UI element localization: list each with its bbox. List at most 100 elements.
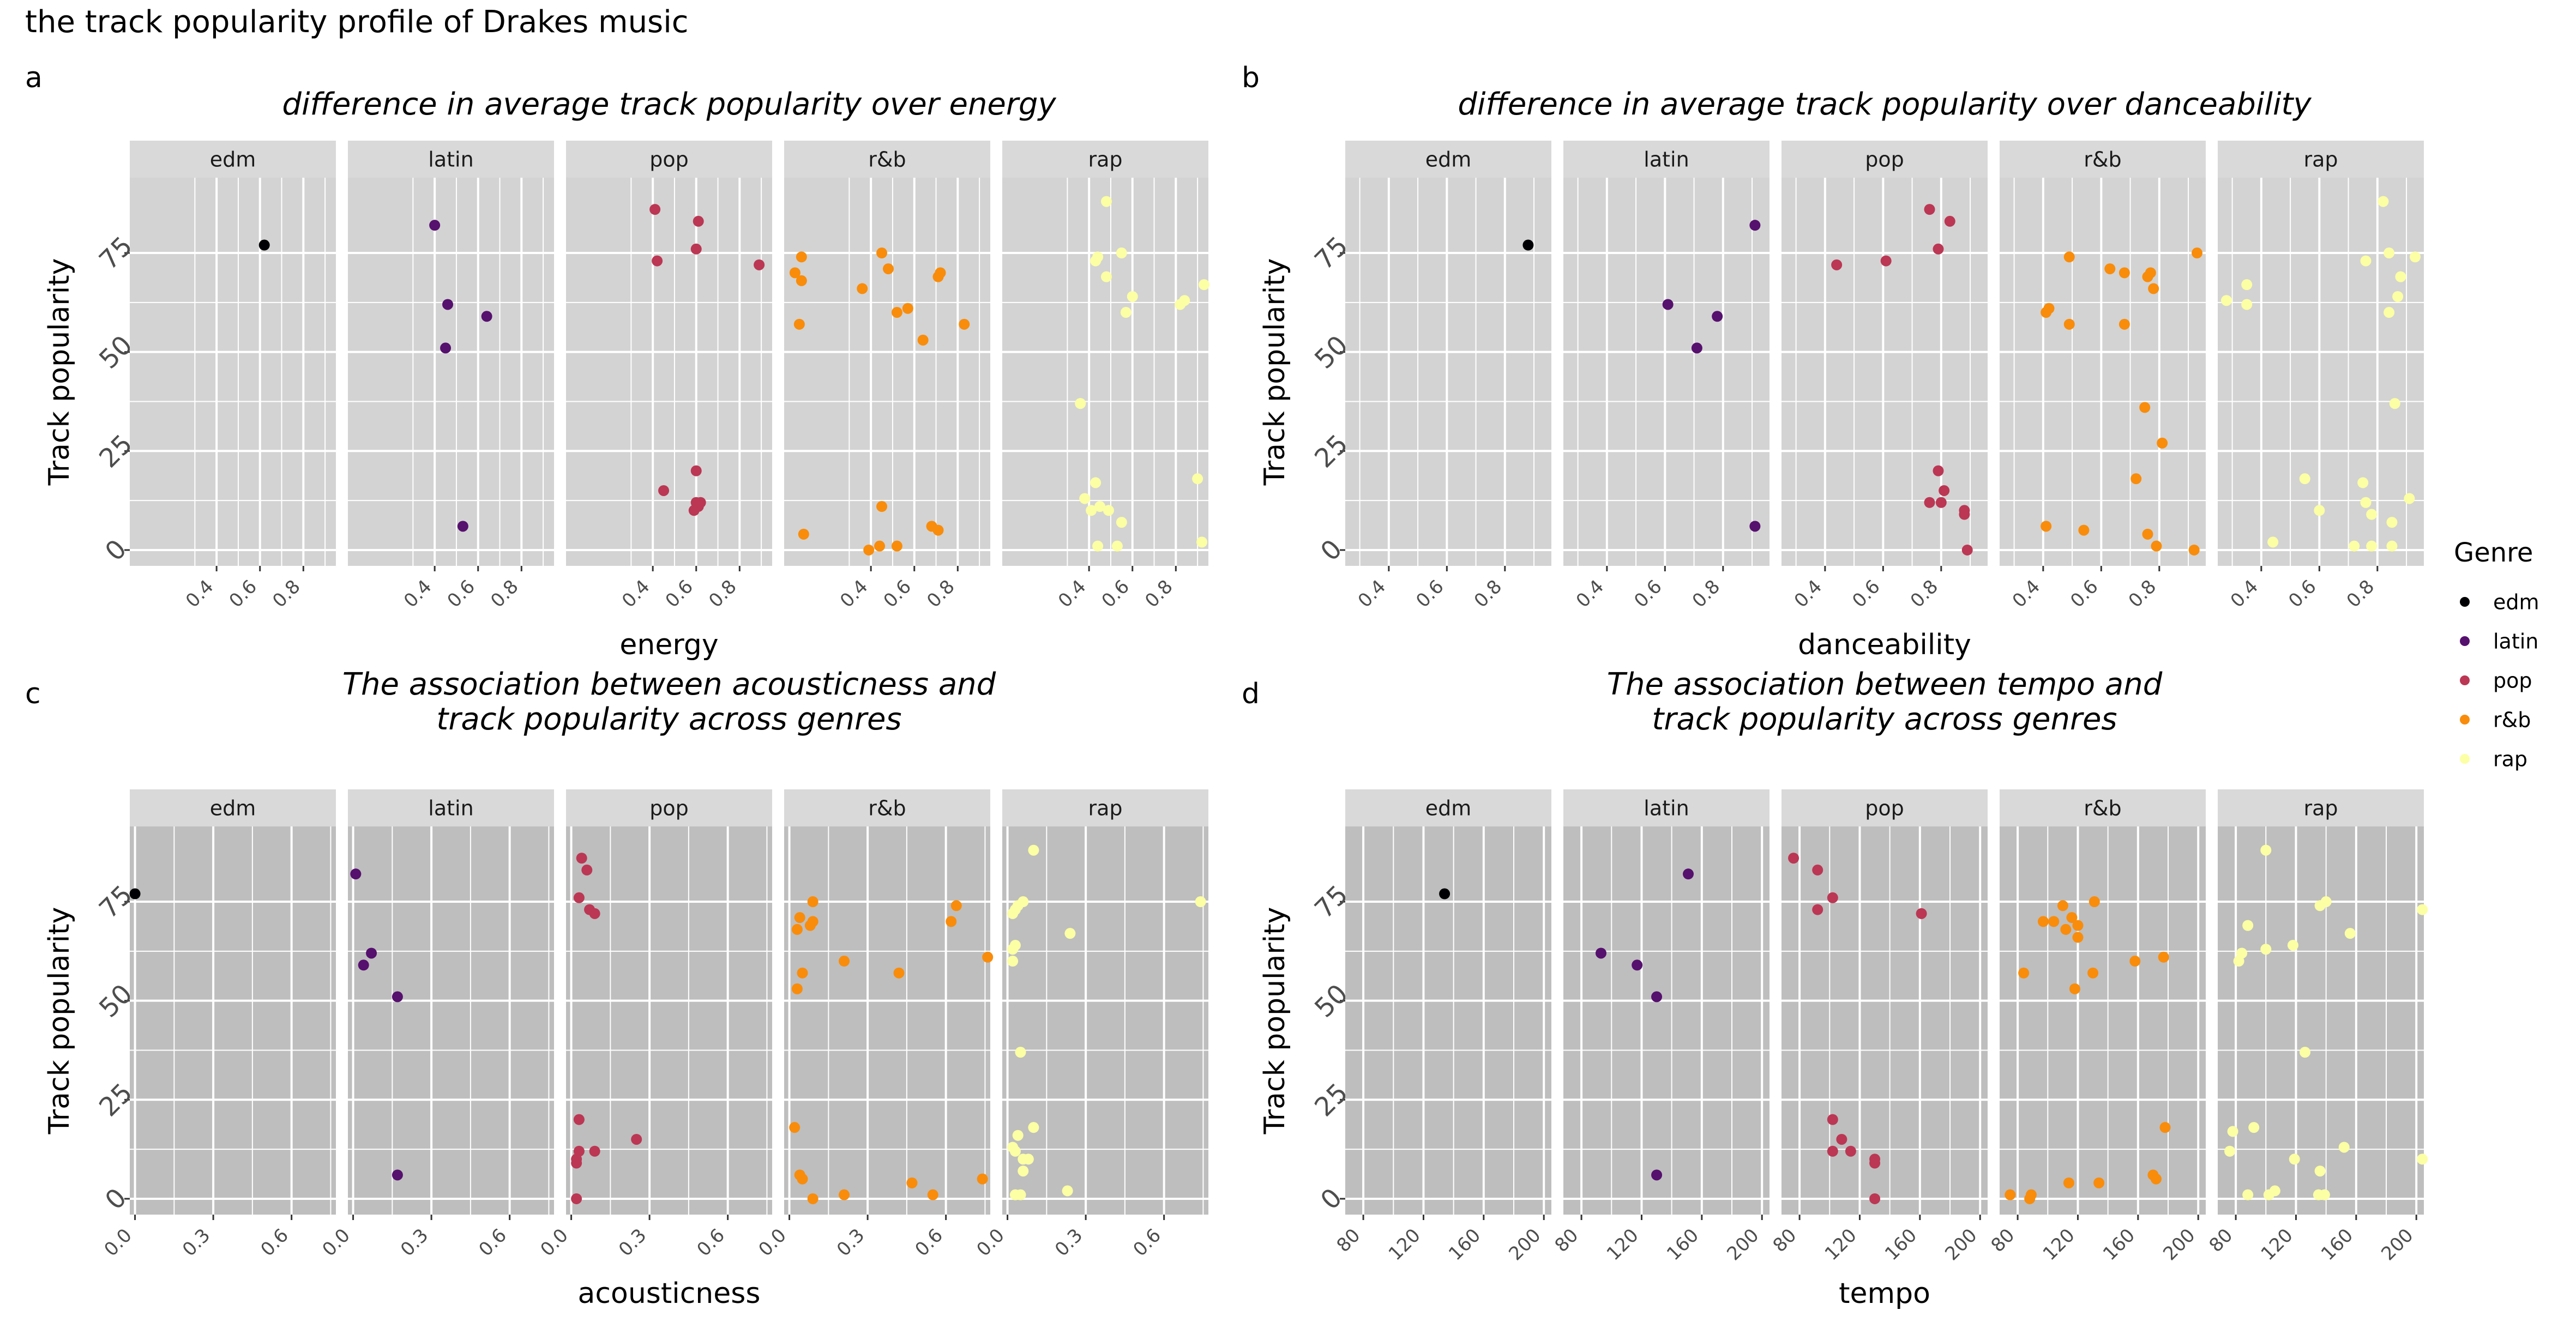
figure-title: the track popularity profile of Drakes m… bbox=[25, 4, 689, 40]
facet-strip bbox=[1781, 789, 1988, 826]
data-point bbox=[2188, 544, 2200, 556]
x-tick-label: 0.8 bbox=[1906, 576, 1943, 612]
y-axis-label: Track popularity bbox=[43, 907, 76, 1135]
data-point bbox=[1651, 1169, 1663, 1181]
data-point bbox=[2384, 307, 2395, 318]
facet-strip bbox=[1345, 141, 1551, 178]
data-point bbox=[1788, 853, 1799, 864]
chart-tag: b bbox=[1242, 62, 1260, 94]
data-point bbox=[2410, 251, 2421, 263]
data-point bbox=[2366, 540, 2378, 552]
panel-background bbox=[1345, 178, 1551, 566]
x-tick-label: 160 bbox=[1663, 1224, 1703, 1265]
data-point bbox=[1812, 904, 1823, 915]
data-point bbox=[2236, 947, 2248, 959]
data-point bbox=[2005, 1189, 2016, 1200]
data-point bbox=[796, 251, 807, 263]
x-tick-label: 0.6 bbox=[1412, 576, 1448, 612]
data-point bbox=[1749, 220, 1761, 231]
data-point bbox=[1712, 311, 1723, 322]
data-point bbox=[1845, 1145, 1856, 1157]
data-point bbox=[652, 255, 663, 267]
data-point bbox=[1199, 279, 1210, 291]
data-point bbox=[807, 896, 818, 908]
data-point bbox=[794, 912, 805, 923]
data-point bbox=[932, 524, 944, 536]
legend-key bbox=[2460, 675, 2470, 685]
facet-strip bbox=[784, 789, 990, 826]
data-point bbox=[1916, 908, 1927, 919]
x-tick-label: 0.6 bbox=[1630, 576, 1666, 612]
data-point bbox=[2241, 279, 2253, 291]
chart-b: b difference in average track popularity … bbox=[1242, 62, 2424, 661]
legend-label: latin bbox=[2493, 629, 2538, 653]
data-point bbox=[2366, 509, 2378, 520]
data-point bbox=[1012, 1130, 1024, 1141]
facet-strip bbox=[130, 789, 336, 826]
data-point bbox=[2260, 944, 2272, 955]
x-tick-label: 0.6 bbox=[1848, 576, 1885, 612]
data-point bbox=[581, 864, 593, 876]
data-point bbox=[2060, 923, 2072, 935]
data-point bbox=[1662, 299, 1674, 310]
data-point bbox=[2145, 267, 2156, 279]
data-point bbox=[2241, 299, 2253, 310]
data-point bbox=[429, 220, 441, 231]
data-point bbox=[874, 540, 886, 552]
legend-title: Genre bbox=[2454, 538, 2533, 568]
data-point bbox=[1092, 251, 1104, 263]
x-tick-label: 0.8 bbox=[705, 576, 741, 612]
data-point bbox=[2118, 318, 2130, 330]
facet-label: latin bbox=[1644, 796, 1689, 820]
facet-edm: edm 80 120 160 200 bbox=[1333, 789, 1551, 1265]
data-point bbox=[1100, 271, 1112, 282]
data-point bbox=[882, 263, 894, 275]
data-point bbox=[1022, 1154, 1034, 1165]
panel-background bbox=[2218, 178, 2424, 566]
panel-background bbox=[1002, 826, 1208, 1215]
data-point bbox=[1196, 536, 1208, 548]
facet-latin: latin 0.4 0.6 0.8 bbox=[1563, 141, 1770, 612]
data-point bbox=[1100, 196, 1112, 207]
legend-key bbox=[2460, 636, 2470, 646]
legend-label: rap bbox=[2493, 747, 2527, 771]
facet-strip bbox=[1002, 141, 1208, 178]
x-tick-label: 0.0 bbox=[972, 1224, 1009, 1261]
data-point bbox=[1192, 473, 1203, 485]
facet-strip bbox=[1345, 789, 1551, 826]
panel-background bbox=[1345, 826, 1551, 1215]
x-tick-label: 0.6 bbox=[1129, 1224, 1165, 1261]
x-tick-label: 120 bbox=[1385, 1224, 1425, 1265]
facet-strip bbox=[1781, 141, 1988, 178]
data-point bbox=[791, 923, 803, 935]
data-point bbox=[2269, 1185, 2280, 1197]
data-point bbox=[2024, 1193, 2036, 1204]
data-point bbox=[2063, 1177, 2074, 1188]
x-tick-label: 0.8 bbox=[268, 576, 305, 612]
data-point bbox=[977, 1173, 988, 1185]
panel-background bbox=[2218, 826, 2424, 1215]
y-axis-label: Track popularity bbox=[1259, 258, 1291, 486]
facet-label: latin bbox=[1644, 147, 1689, 171]
data-point bbox=[2242, 920, 2254, 931]
panel-background bbox=[1563, 178, 1770, 566]
data-point bbox=[573, 892, 585, 903]
facet-pop: pop 0.0 0.3 0.6 bbox=[536, 789, 772, 1261]
data-point bbox=[1062, 1185, 1073, 1197]
data-point bbox=[2384, 248, 2395, 259]
panel-background bbox=[566, 178, 772, 566]
data-point bbox=[2118, 267, 2130, 279]
panel-background bbox=[784, 826, 990, 1215]
legend-label: r&b bbox=[2493, 708, 2531, 732]
data-point bbox=[1827, 1114, 1838, 1125]
facet-label: r&b bbox=[2084, 796, 2121, 820]
facet-rap: rap 80 120 160 200 bbox=[2205, 789, 2428, 1265]
data-point bbox=[1064, 928, 1076, 939]
facet-label: r&b bbox=[2084, 147, 2121, 171]
data-point bbox=[2043, 303, 2055, 314]
data-point bbox=[804, 920, 816, 931]
data-point bbox=[1120, 307, 1131, 318]
facet-pop: pop 0.4 0.6 0.8 bbox=[1781, 141, 1988, 612]
facet-rap: rap 0.4 0.6 0.8 bbox=[2218, 141, 2424, 612]
